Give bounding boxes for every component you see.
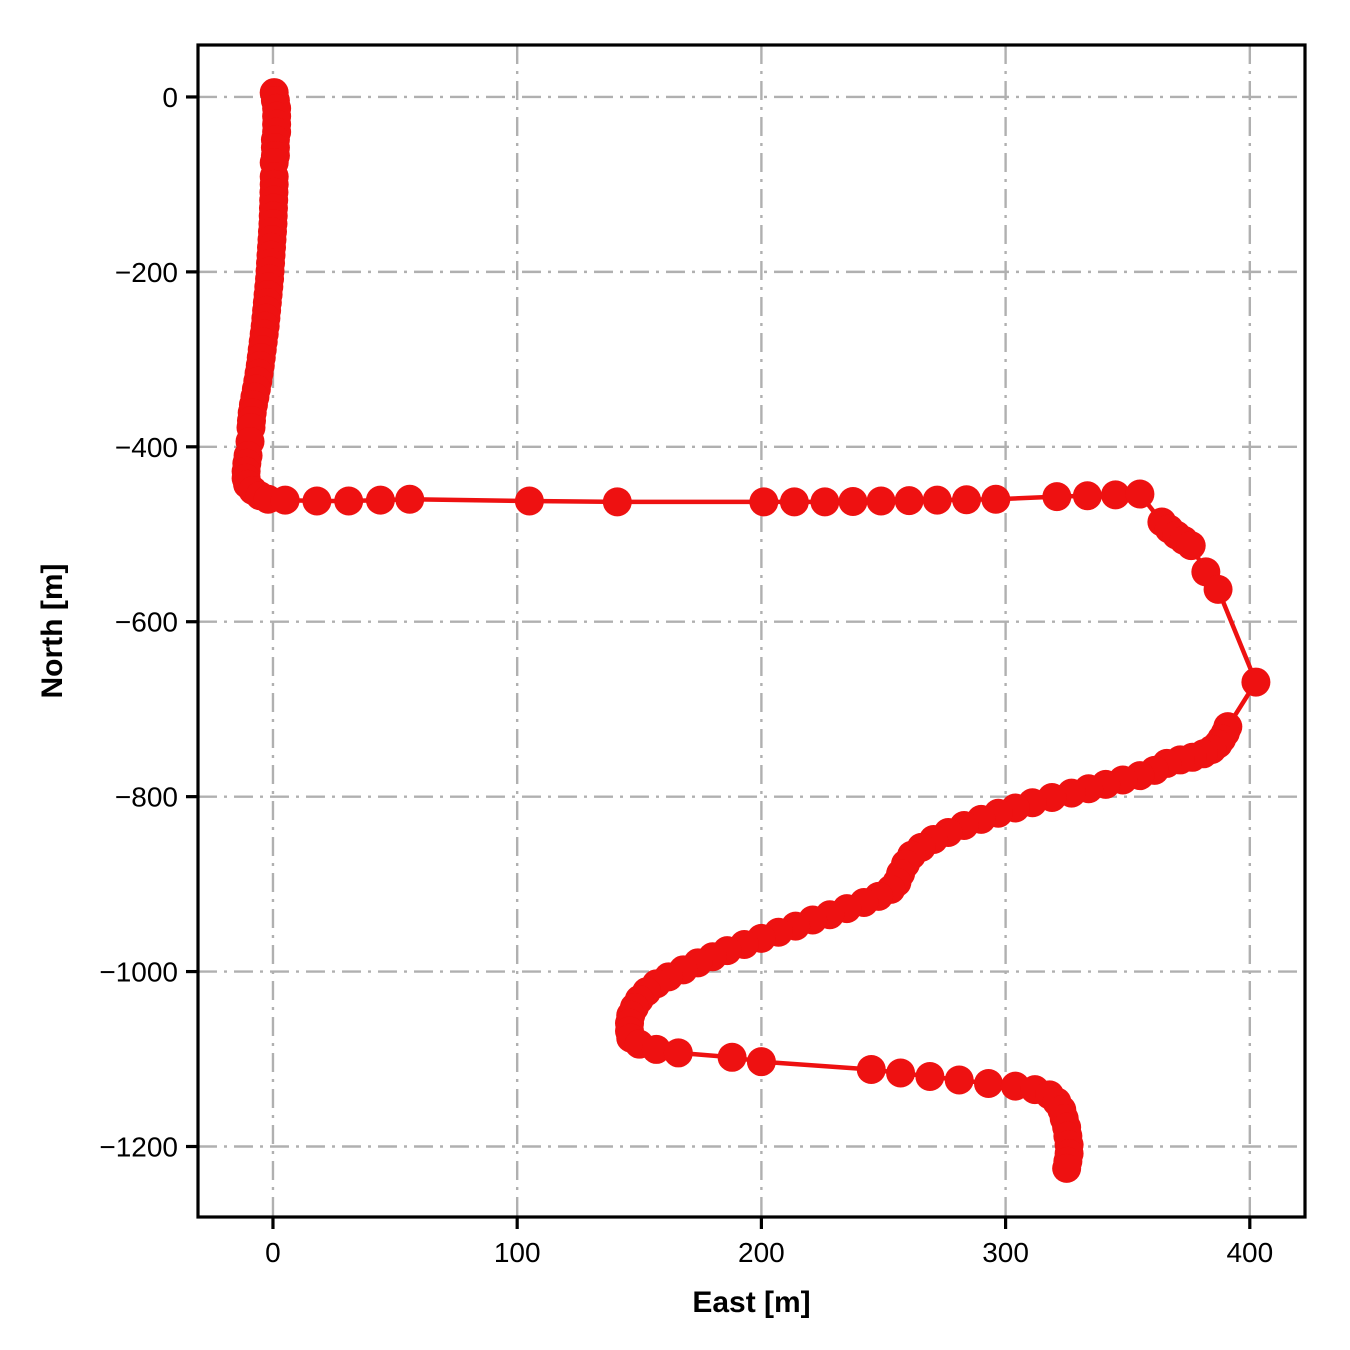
data-point-marker bbox=[1100, 480, 1130, 510]
y-tick-label: −1200 bbox=[99, 1132, 178, 1163]
grid-layer bbox=[198, 45, 1305, 1217]
data-point-marker bbox=[717, 1042, 747, 1072]
y-tick-label: −200 bbox=[115, 257, 178, 288]
data-point-marker bbox=[1042, 482, 1072, 512]
data-point-marker bbox=[334, 486, 364, 516]
data-point-marker bbox=[922, 485, 952, 515]
data-point-marker bbox=[866, 486, 896, 516]
data-point-marker bbox=[856, 1055, 886, 1085]
data-point-marker bbox=[602, 487, 632, 517]
data-point-marker bbox=[838, 486, 868, 516]
data-point-marker bbox=[749, 487, 779, 517]
data-point-marker bbox=[981, 484, 1011, 514]
data-point-marker bbox=[365, 485, 395, 515]
data-point-marker bbox=[746, 1047, 776, 1077]
data-point-marker bbox=[915, 1062, 945, 1092]
x-tick-label: 300 bbox=[982, 1237, 1029, 1268]
y-tick-label: −1000 bbox=[99, 957, 178, 988]
axes-spines bbox=[196, 43, 1307, 1219]
data-point-marker bbox=[1176, 531, 1206, 561]
data-point-marker bbox=[395, 484, 425, 514]
data-point-marker bbox=[944, 1065, 974, 1095]
y-tick-label: −600 bbox=[115, 607, 178, 638]
data-point-marker bbox=[641, 1034, 671, 1064]
x-tick-label: 100 bbox=[494, 1237, 541, 1268]
data-point-marker bbox=[1241, 667, 1271, 697]
data-point-marker bbox=[663, 1038, 693, 1068]
x-axis-label: East [m] bbox=[692, 1286, 810, 1319]
data-point-marker bbox=[952, 485, 982, 515]
x-tick-label: 200 bbox=[738, 1237, 785, 1268]
data-point-marker bbox=[1052, 1153, 1082, 1183]
y-tick-label: 0 bbox=[162, 82, 178, 113]
x-tick-label: 400 bbox=[1226, 1237, 1273, 1268]
y-axis-label: North [m] bbox=[36, 564, 69, 699]
data-point-marker bbox=[1072, 481, 1102, 511]
trajectory-series bbox=[231, 78, 1271, 1183]
axes-layer: 0 100 200 300 400 0 −200 −400 −600 −800 −1000 −1200 bbox=[99, 43, 1307, 1268]
trajectory-line bbox=[243, 92, 1259, 1169]
data-point-marker bbox=[1125, 479, 1155, 509]
x-tick-label: 0 bbox=[265, 1237, 281, 1268]
data-point-marker bbox=[886, 1058, 916, 1088]
data-point-marker bbox=[270, 485, 300, 515]
data-point-marker bbox=[1203, 574, 1233, 604]
data-point-marker bbox=[810, 487, 840, 517]
data-point-marker bbox=[779, 487, 809, 517]
data-point-marker bbox=[302, 486, 332, 516]
data-point-marker bbox=[514, 486, 544, 516]
y-tick-label: −400 bbox=[115, 432, 178, 463]
data-point-marker bbox=[974, 1069, 1004, 1099]
data-point-marker bbox=[894, 486, 924, 516]
y-tick-label: −800 bbox=[115, 782, 178, 813]
